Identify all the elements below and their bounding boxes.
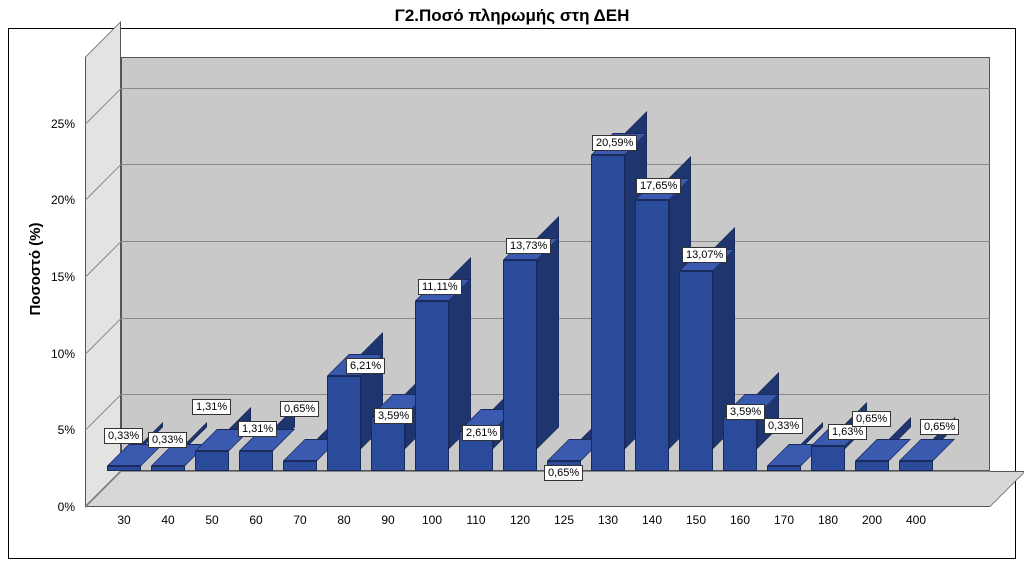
ytick-label: 10% (51, 347, 75, 361)
value-label: 3,59% (374, 408, 413, 424)
bar (503, 238, 559, 471)
chart-container: Γ2.Ποσό πληρωμής στη ΔΕΗ Ποσοστό (%) 0% 5… (8, 4, 1016, 559)
bar-top (899, 439, 955, 461)
gridline (121, 88, 990, 89)
value-label: 0,65% (544, 465, 583, 481)
bar-front (415, 301, 449, 471)
value-label: 13,07% (682, 247, 727, 263)
xtick-label: 125 (554, 513, 574, 527)
value-label: 11,11% (418, 279, 462, 295)
value-label: 0,65% (852, 411, 891, 427)
gridline (121, 164, 990, 165)
bar-front (679, 271, 713, 471)
xtick-label: 90 (381, 513, 394, 527)
bar-front (151, 466, 185, 471)
bar-front (283, 461, 317, 471)
bar-front (723, 416, 757, 471)
bar-front (855, 461, 889, 471)
ytick-label: 0% (58, 500, 75, 514)
value-label: 0,33% (764, 418, 803, 434)
value-label: 6,21% (346, 358, 385, 374)
value-label: 0,65% (920, 419, 959, 435)
bar-front (591, 155, 625, 471)
xtick-label: 50 (205, 513, 218, 527)
bar-front (767, 466, 801, 471)
ytick-label: 25% (51, 117, 75, 131)
value-label: 13,73% (506, 238, 551, 254)
value-label: 0,33% (104, 428, 143, 444)
value-label: 0,33% (148, 432, 187, 448)
xtick-label: 120 (510, 513, 530, 527)
bar-front (195, 451, 229, 471)
xtick-label: 150 (686, 513, 706, 527)
value-label: 17,65% (636, 178, 681, 194)
value-label: 3,59% (726, 404, 765, 420)
bar-front (811, 446, 845, 471)
xtick-label: 170 (774, 513, 794, 527)
chart-title: Γ2.Ποσό πληρωμής στη ΔΕΗ (8, 4, 1016, 28)
xtick-label: 130 (598, 513, 618, 527)
xtick-label: 400 (906, 513, 926, 527)
value-label: 1,31% (192, 399, 231, 415)
bar-front (107, 466, 141, 471)
xtick-label: 140 (642, 513, 662, 527)
bar (899, 439, 955, 471)
bar-front (899, 461, 933, 471)
bar-front (635, 200, 669, 471)
xtick-label: 110 (466, 513, 485, 527)
value-label: 2,61% (462, 425, 501, 441)
xtick-label: 80 (337, 513, 350, 527)
ytick-label: 15% (51, 270, 75, 284)
xtick-label: 70 (293, 513, 306, 527)
xtick-label: 40 (161, 513, 174, 527)
xtick-label: 200 (862, 513, 882, 527)
bar-front (327, 376, 361, 471)
bar-front (239, 451, 273, 471)
value-label: 1,31% (238, 421, 277, 437)
value-label: 0,65% (280, 401, 319, 417)
xtick-label: 180 (818, 513, 838, 527)
ytick-label: 5% (58, 423, 75, 437)
xtick-label: 30 (117, 513, 130, 527)
ytick-label: 20% (51, 193, 75, 207)
yaxis-title: Ποσοστό (%) (27, 222, 44, 315)
xtick-label: 60 (249, 513, 262, 527)
xtick-label: 160 (730, 513, 750, 527)
xtick-label: 100 (422, 513, 442, 527)
bar-front (371, 416, 405, 471)
bar-front (503, 260, 537, 471)
value-label: 20,59% (592, 135, 637, 151)
chart-frame: Ποσοστό (%) 0% 5% 10% 15% 20% 25% 30 0,33% 40 0,3… (8, 28, 1016, 559)
